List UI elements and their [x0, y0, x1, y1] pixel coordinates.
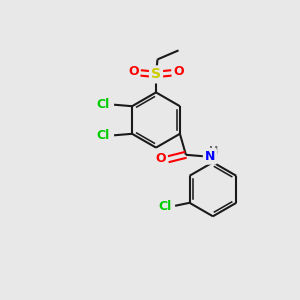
Text: S: S	[151, 68, 161, 81]
Text: Cl: Cl	[96, 129, 109, 142]
Text: O: O	[155, 152, 166, 165]
Text: H: H	[209, 146, 219, 156]
Text: Cl: Cl	[96, 98, 109, 111]
Text: O: O	[128, 65, 139, 78]
Text: N: N	[205, 150, 215, 163]
Text: Cl: Cl	[158, 200, 172, 214]
Text: O: O	[173, 65, 184, 78]
